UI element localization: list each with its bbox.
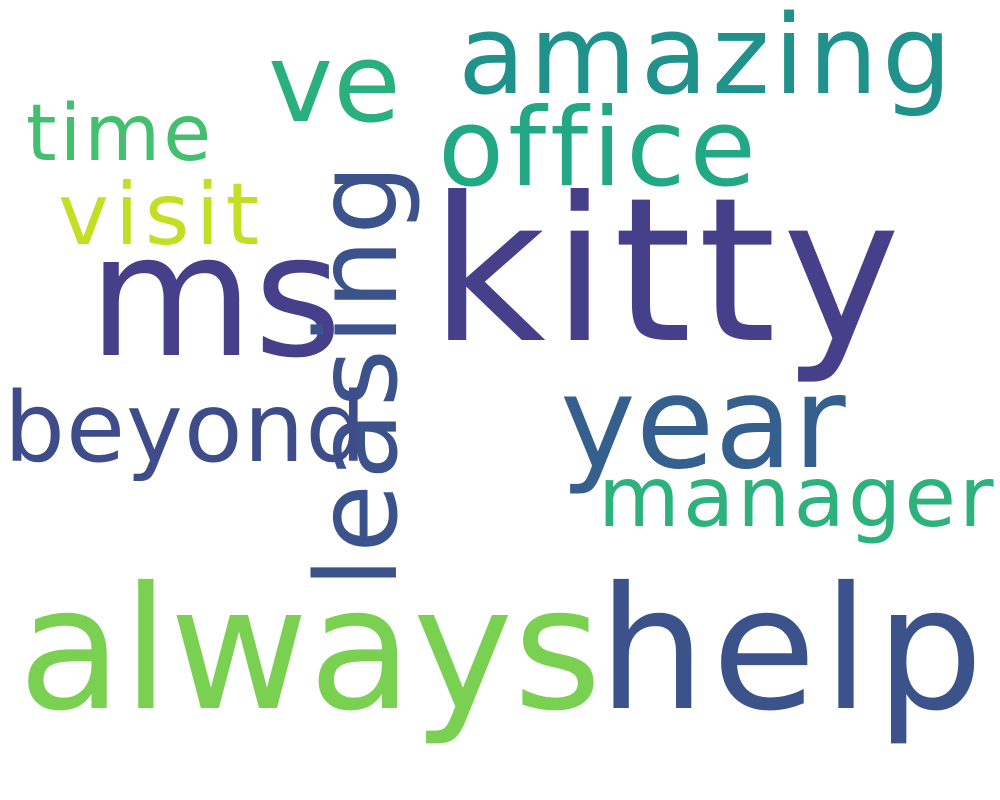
word-ve: ve — [268, 19, 401, 147]
word-visit: visit — [58, 165, 266, 265]
word-amazing: amazing — [458, 0, 956, 119]
word-office: office — [438, 86, 760, 211]
word-help: help — [598, 551, 990, 749]
word-manager: manager — [598, 448, 997, 546]
word-time: time — [26, 89, 215, 179]
word-year: year — [560, 349, 846, 498]
word-always: always — [18, 551, 602, 749]
word-ms: ms — [88, 198, 343, 396]
word-kitty: kitty — [430, 155, 907, 388]
word-beyond: beyond — [4, 372, 368, 484]
